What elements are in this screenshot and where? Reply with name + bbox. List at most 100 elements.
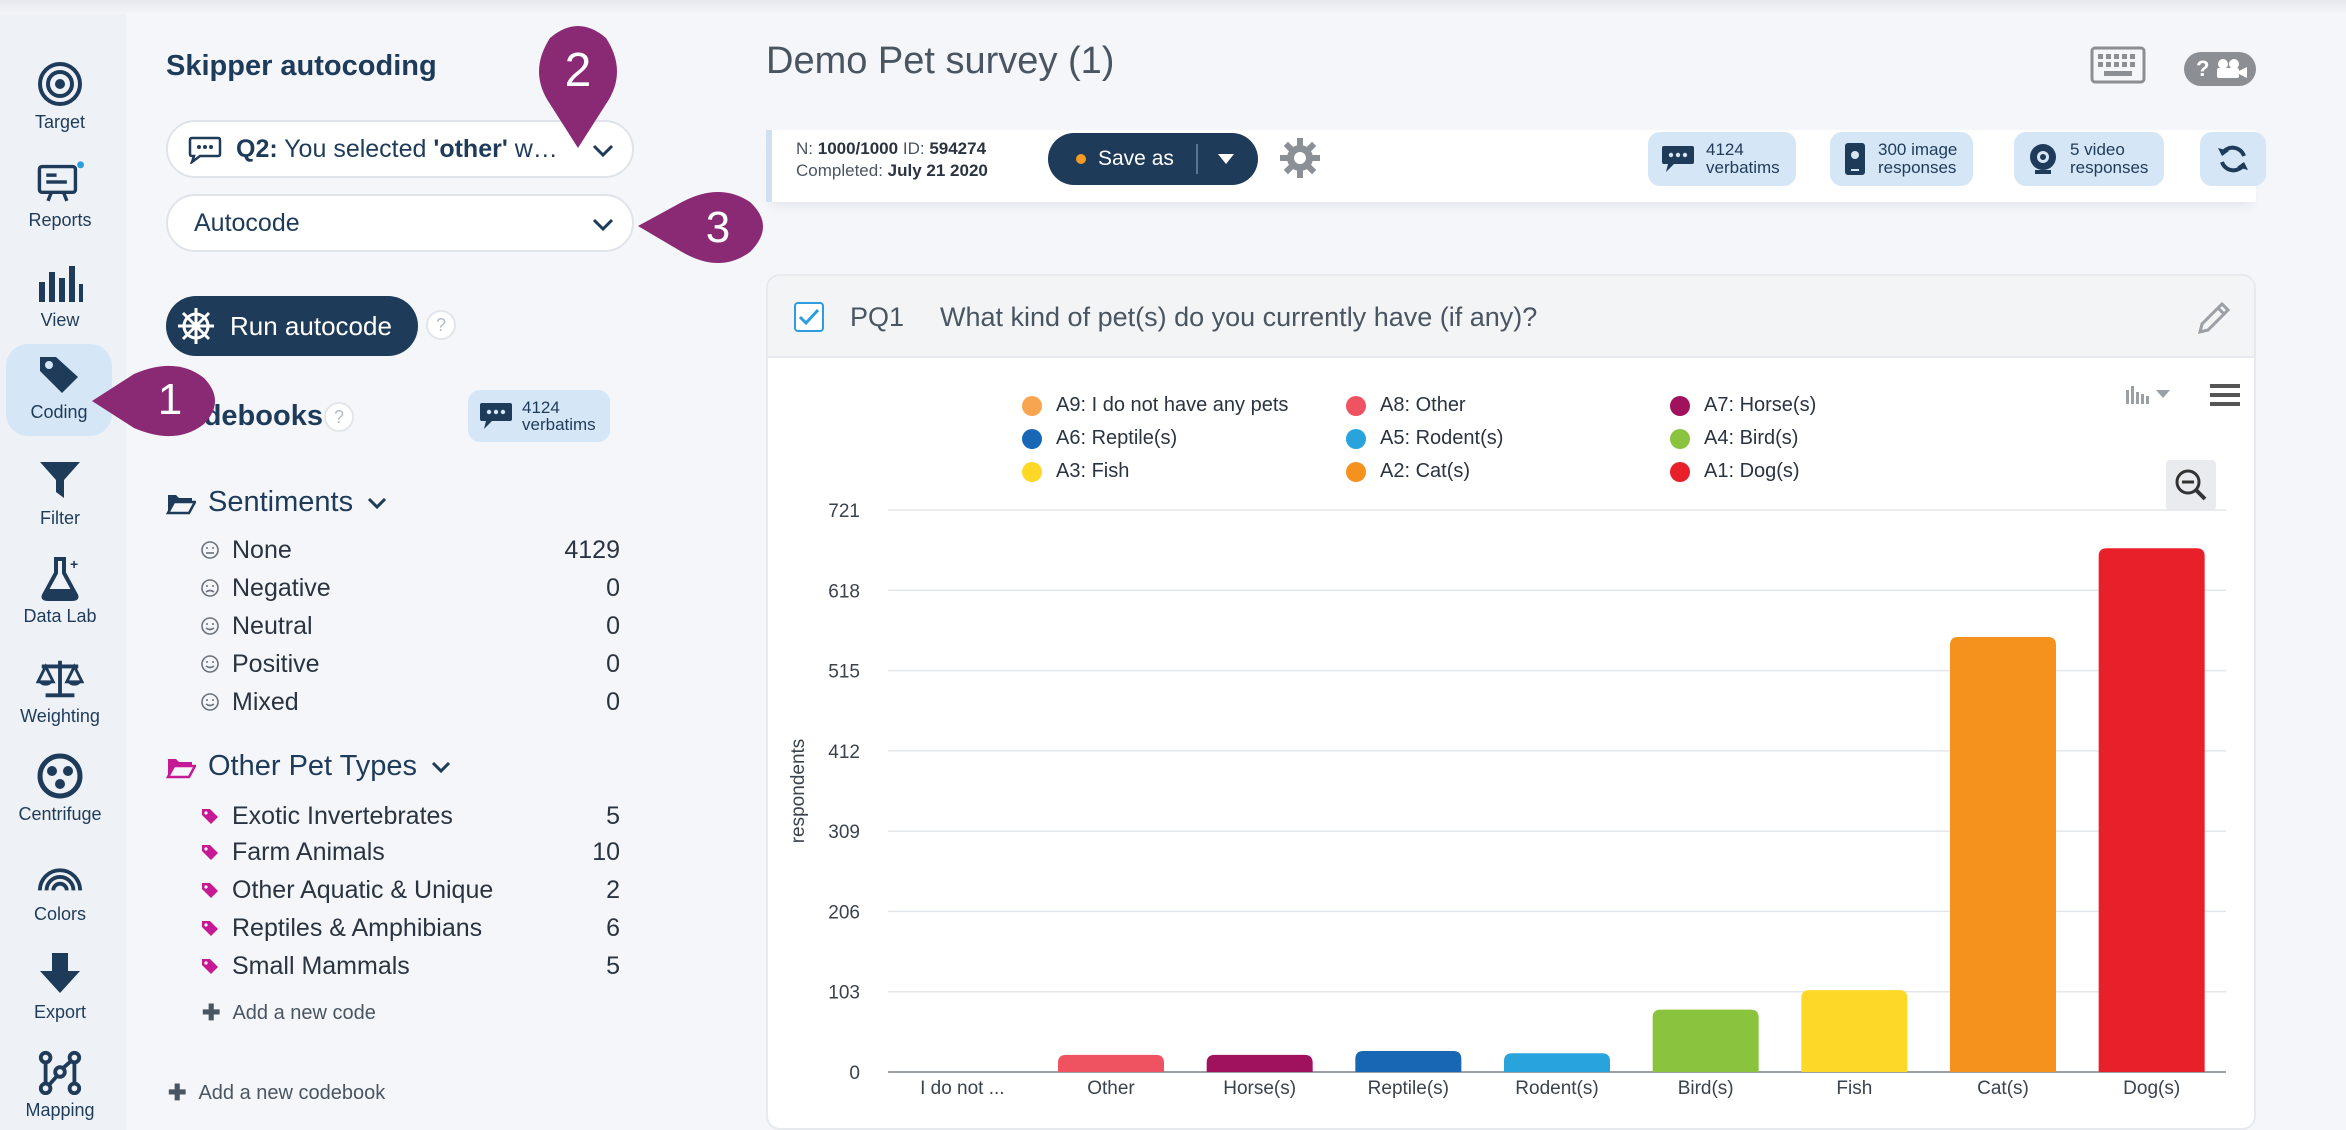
pencil-icon[interactable] <box>2196 300 2232 336</box>
legend-swatch <box>1670 395 1690 416</box>
legend-swatch <box>1670 428 1690 449</box>
x-tick-label: Other <box>1087 1078 1135 1099</box>
chevron-down-icon <box>592 218 614 232</box>
nav-data-lab-label: Data Lab <box>23 606 97 626</box>
zoom-out-icon <box>2175 469 2207 501</box>
nav-coding[interactable]: Coding <box>6 344 112 436</box>
callout-marker-3: 3 <box>638 192 763 263</box>
caret-down-icon[interactable] <box>1216 152 1236 166</box>
nav-target[interactable]: Target <box>0 54 120 146</box>
legend-label: A3: Fish <box>1056 460 1130 482</box>
run-autocode-button[interactable]: Run autocode <box>166 296 418 356</box>
tag-icon <box>200 880 222 900</box>
nav-view[interactable]: View <box>0 252 120 344</box>
legend-item[interactable]: A5: Rodent(s) <box>1346 427 1503 450</box>
sentiment-label: Neutral <box>232 611 313 640</box>
sentiment-count: 0 <box>606 649 620 678</box>
add-code-label: Add a new code <box>232 1001 376 1024</box>
legend-item[interactable]: A3: Fish <box>1022 460 1129 483</box>
code-count: 6 <box>606 913 620 942</box>
legend-swatch <box>1022 461 1042 482</box>
add-code-link[interactable]: ✚ Add a new code <box>202 1000 376 1026</box>
y-tick-label: 206 <box>828 902 860 923</box>
nav-mapping-label: Mapping <box>25 1100 95 1120</box>
gear-icon[interactable] <box>1278 136 1322 180</box>
image-responses-label: responses <box>1878 158 1957 177</box>
y-tick-label: 103 <box>828 983 860 1004</box>
chevron-down-icon <box>368 497 387 509</box>
sentiment-row-negative[interactable]: Negative 0 <box>200 570 620 606</box>
sentiment-row-positive[interactable]: Positive 0 <box>200 646 620 682</box>
codebooks-help-button[interactable]: ? <box>324 402 354 432</box>
callout-marker-2: 2 <box>539 26 617 148</box>
code-row[interactable]: Reptiles & Amphibians 6 <box>200 910 620 946</box>
divider <box>1195 144 1198 174</box>
nav-target-label: Target <box>34 112 86 132</box>
chart-type-icon[interactable] <box>2124 382 2176 406</box>
sad-face-icon <box>200 578 222 598</box>
image-responses-badge[interactable]: 300 image responses <box>1830 132 1974 186</box>
bar <box>1950 637 2056 1072</box>
keyboard-icon[interactable] <box>2090 46 2146 84</box>
nav-data-lab[interactable]: + Data Lab <box>0 548 120 640</box>
x-tick-label: Fish <box>1836 1078 1872 1099</box>
smile-face-icon <box>200 616 222 636</box>
sentiment-row-mixed[interactable]: Mixed 0 <box>200 684 620 720</box>
nav-filter[interactable]: Filter <box>0 450 120 542</box>
legend-item[interactable]: A1: Dog(s) <box>1670 460 1800 483</box>
nav-reports[interactable]: Reports <box>0 152 120 244</box>
other-pet-types-header[interactable]: Other Pet Types <box>166 750 453 783</box>
legend-swatch <box>1022 395 1042 416</box>
codebook-verbatims-badge[interactable]: 4124 verbatims <box>468 390 610 442</box>
code-label: Exotic Invertebrates <box>232 801 453 830</box>
mapping-icon <box>36 1048 84 1096</box>
nav-mapping[interactable]: Mapping <box>0 1042 120 1130</box>
target-icon <box>36 60 84 108</box>
sentiments-header[interactable]: Sentiments <box>166 486 389 519</box>
nav-colors[interactable]: Colors <box>0 846 120 938</box>
smile-face-icon <box>200 654 222 674</box>
n-value: 1000/1000 <box>817 139 899 158</box>
y-tick-label: 721 <box>828 501 860 522</box>
nav-export[interactable]: Export <box>0 944 120 1036</box>
nav-centrifuge[interactable]: Centrifuge <box>0 746 120 838</box>
y-tick-label: 515 <box>828 662 860 683</box>
code-label: Reptiles & Amphibians <box>232 913 483 942</box>
sentiment-row-none[interactable]: None 4129 <box>200 532 620 568</box>
sentiment-row-neutral[interactable]: Neutral 0 <box>200 608 620 644</box>
legend-item[interactable]: A4: Bird(s) <box>1670 427 1798 450</box>
autocode-help-button[interactable]: ? <box>426 310 456 340</box>
mode-select[interactable]: Autocode <box>166 194 634 252</box>
nav-export-label: Export <box>33 1002 87 1022</box>
reports-icon <box>36 158 84 206</box>
hamburger-menu-icon[interactable] <box>2208 382 2242 408</box>
flask-icon: + <box>36 554 84 602</box>
bar-chart-icon <box>36 258 84 306</box>
save-as-button[interactable]: Save as <box>1048 133 1258 185</box>
add-codebook-link[interactable]: ✚ Add a new codebook <box>168 1080 385 1106</box>
zoom-out-button[interactable] <box>2166 460 2216 510</box>
legend-item[interactable]: A9: I do not have any pets <box>1022 394 1288 417</box>
svg-text:+: + <box>70 556 78 572</box>
centrifuge-icon <box>36 752 84 800</box>
legend-item[interactable]: A6: Reptile(s) <box>1022 427 1177 450</box>
code-row[interactable]: Other Aquatic & Unique 2 <box>200 872 620 908</box>
scale-icon <box>36 654 84 702</box>
tag-icon <box>200 842 222 862</box>
legend-item[interactable]: A2: Cat(s) <box>1346 460 1470 483</box>
code-row[interactable]: Exotic Invertebrates 5 <box>200 798 620 834</box>
code-row[interactable]: Farm Animals 10 <box>200 834 620 870</box>
help-video-button[interactable]: ? <box>2184 52 2256 86</box>
legend-item[interactable]: A8: Other <box>1346 394 1466 417</box>
ship-wheel-icon <box>178 308 214 344</box>
verbatims-badge[interactable]: 4124 verbatims <box>1648 132 1796 186</box>
nav-weighting[interactable]: Weighting <box>0 648 120 740</box>
question-checkbox[interactable] <box>794 302 824 332</box>
legend-item[interactable]: A7: Horse(s) <box>1670 394 1816 417</box>
video-responses-badge[interactable]: 5 video responses <box>2014 132 2165 186</box>
refresh-button[interactable] <box>2200 132 2266 186</box>
question-select[interactable]: Q2: You selected 'other' w… <box>166 120 634 178</box>
code-row[interactable]: Small Mammals 5 <box>200 948 620 984</box>
video-responses-count: 5 video <box>2070 140 2125 159</box>
refresh-icon <box>2218 145 2248 173</box>
